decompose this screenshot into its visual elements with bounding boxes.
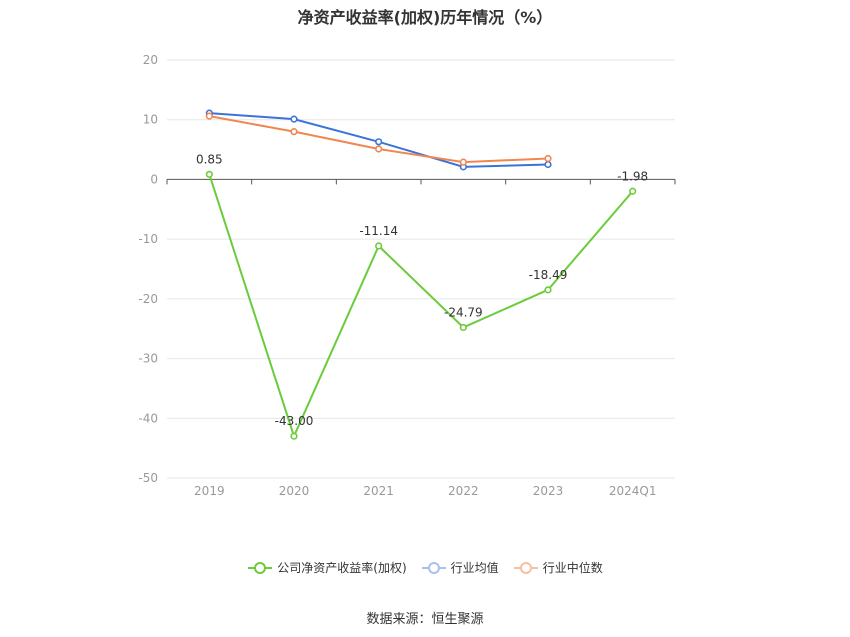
data-point: [544, 160, 552, 169]
chart-title: 净资产收益率(加权)历年情况（%）: [297, 8, 553, 27]
x-tick-label: 2022: [448, 484, 479, 498]
x-tick-label: 2019: [194, 484, 225, 498]
data-label: -18.49: [529, 268, 568, 282]
x-tick-label: 2024Q1: [609, 484, 657, 498]
data-point: [205, 112, 213, 120]
y-tick-label: -10: [138, 232, 158, 246]
legend-label: 行业均值: [450, 561, 499, 575]
data-label: 0.85: [196, 152, 223, 166]
legend-item-company-roe[interactable]: 公司净资产收益率(加权): [247, 559, 407, 576]
y-tick-label: -30: [138, 352, 158, 366]
data-source: 数据来源：恒生聚源: [366, 612, 484, 627]
y-tick-label: -50: [138, 471, 158, 485]
data-label: -43.00: [275, 414, 314, 428]
data-point: [290, 115, 298, 123]
data-point: [544, 286, 552, 294]
x-tick-label: 2023: [533, 484, 564, 498]
legend-item-industry-mean[interactable]: 行业均值: [421, 559, 499, 576]
y-tick-label: 20: [143, 53, 158, 67]
series-line: [208, 174, 634, 439]
y-tick-label: 10: [143, 113, 158, 127]
data-point: [290, 128, 298, 136]
legend-item-industry-median[interactable]: 行业中位数: [513, 559, 603, 576]
data-point: [375, 138, 383, 146]
data-point: [375, 145, 383, 153]
data-point: [290, 432, 298, 440]
chart-legend: 公司净资产收益率(加权) 行业均值 行业中位数: [0, 559, 850, 576]
data-label: -11.14: [359, 224, 398, 238]
data-point: [544, 154, 552, 163]
data-point: [375, 242, 383, 250]
y-tick-label: 0: [150, 172, 158, 186]
data-point: [205, 170, 213, 178]
y-tick-label: -20: [138, 292, 158, 306]
legend-label: 公司净资产收益率(加权): [277, 561, 407, 575]
legend-line-icon: [248, 561, 273, 574]
legend-label: 行业中位数: [542, 561, 603, 575]
legend-line-icon: [513, 561, 538, 574]
data-point: [629, 187, 637, 195]
x-tick-label: 2020: [279, 484, 310, 498]
legend-line-icon: [421, 561, 446, 574]
x-tick-label: 2021: [363, 484, 394, 498]
data-point: [459, 158, 467, 166]
data-label: -1.98: [617, 169, 648, 183]
data-point: [459, 323, 467, 332]
y-tick-label: -40: [138, 411, 158, 425]
data-label: -24.79: [444, 305, 483, 319]
